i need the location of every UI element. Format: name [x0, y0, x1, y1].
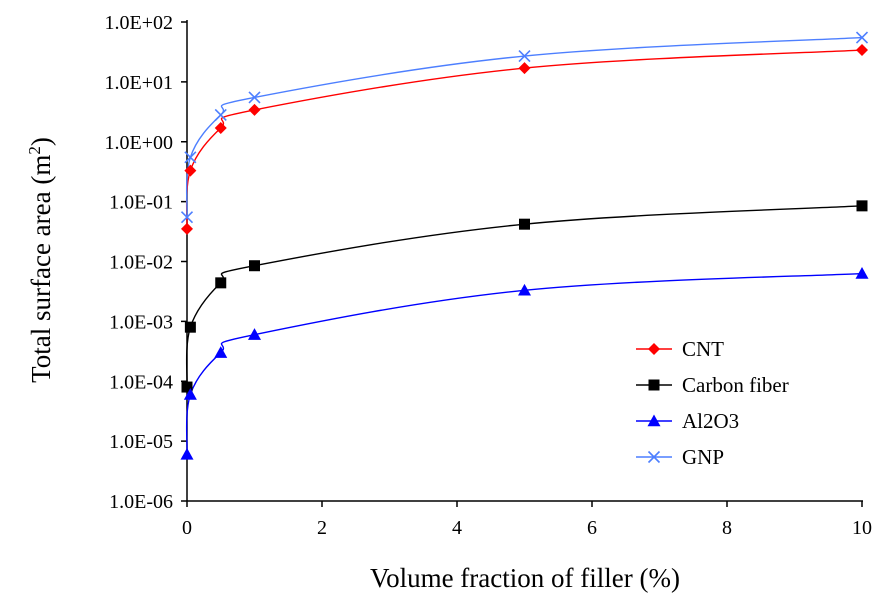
- x-axis-title: Volume fraction of filler (%): [370, 563, 680, 593]
- data-point-al2o3: [248, 328, 261, 340]
- data-point-carbon-fiber: [181, 381, 193, 393]
- y-tick-label: 1.0E-06: [109, 491, 173, 513]
- data-point-al2o3: [183, 388, 197, 400]
- data-point-al2o3: [180, 447, 194, 460]
- x-tick-label: 4: [452, 517, 462, 539]
- legend-marker-cnt: [648, 343, 660, 355]
- data-point-cnt: [214, 121, 227, 134]
- x-tick-label: 6: [587, 517, 597, 539]
- x-tick-label: 8: [722, 517, 732, 539]
- x-tick-label: 10: [852, 517, 872, 539]
- data-point-gnp: [855, 31, 869, 44]
- y-tick-label: 1.0E-03: [109, 311, 173, 333]
- y-axis-title-main: Total surface area (m: [26, 155, 56, 383]
- legend-label-cnt: CNT: [682, 337, 724, 361]
- data-point-gnp: [180, 211, 194, 224]
- legend-marker-carbon-fiber: [648, 379, 660, 391]
- y-axis-title-sup: 2: [25, 146, 44, 155]
- data-point-gnp: [248, 91, 261, 104]
- y-tick-label: 1.0E-04: [109, 371, 173, 393]
- y-ticks: 1.0E-06 1.0E-05 1.0E-04 1.0E-03 1.0E-02 1.0E-…: [105, 12, 187, 513]
- series-lines: [185, 36, 863, 455]
- data-point-gnp: [184, 151, 197, 164]
- x-tick-label: 0: [182, 517, 192, 539]
- legend-label-carbon-fiber: Carbon fiber: [682, 373, 789, 397]
- data-point-carbon-fiber: [249, 260, 260, 272]
- y-tick-label: 1.0E+02: [105, 12, 174, 34]
- data-point-gnp: [518, 49, 531, 63]
- y-tick-label: 1.0E+01: [105, 72, 174, 94]
- series-line-cnt: [185, 49, 863, 229]
- data-point-al2o3: [214, 346, 228, 358]
- y-axis-title: Total surface area (m2): [25, 137, 56, 383]
- data-point-cnt: [184, 164, 197, 177]
- legend: CNT Carbon fiber Al2O3 GNP: [636, 337, 789, 469]
- data-point-cnt: [518, 62, 531, 75]
- legend-label-al2o3: Al2O3: [682, 409, 739, 433]
- axes: [186, 20, 863, 502]
- data-point-cnt: [181, 222, 193, 235]
- y-tick-label: 1.0E+00: [105, 132, 174, 154]
- data-point-carbon-fiber: [215, 277, 227, 289]
- legend-label-gnp: GNP: [682, 445, 724, 469]
- data-point-al2o3: [855, 267, 869, 279]
- series-line-gnp: [185, 36, 863, 218]
- legend-marker-gnp: [647, 450, 661, 464]
- legend-marker-al2o3: [647, 414, 661, 427]
- data-point-carbon-fiber: [856, 200, 868, 212]
- y-axis-title-close: ): [26, 137, 56, 146]
- x-tick-label: 2: [317, 517, 327, 539]
- data-point-gnp: [214, 108, 227, 122]
- data-point-al2o3: [518, 283, 531, 296]
- data-point-carbon-fiber: [519, 218, 530, 230]
- data-point-cnt: [248, 103, 261, 116]
- data-point-carbon-fiber: [184, 321, 196, 333]
- y-tick-label: 1.0E-05: [109, 431, 173, 453]
- x-ticks: 0 2 4 6 8 10: [182, 501, 872, 539]
- series-line-carbon-fiber: [185, 205, 863, 388]
- data-point-cnt: [856, 44, 868, 57]
- y-tick-label: 1.0E-02: [109, 252, 173, 274]
- series-line-al2o3: [185, 272, 863, 455]
- series-markers: [180, 31, 869, 460]
- y-tick-label: 1.0E-01: [109, 192, 173, 214]
